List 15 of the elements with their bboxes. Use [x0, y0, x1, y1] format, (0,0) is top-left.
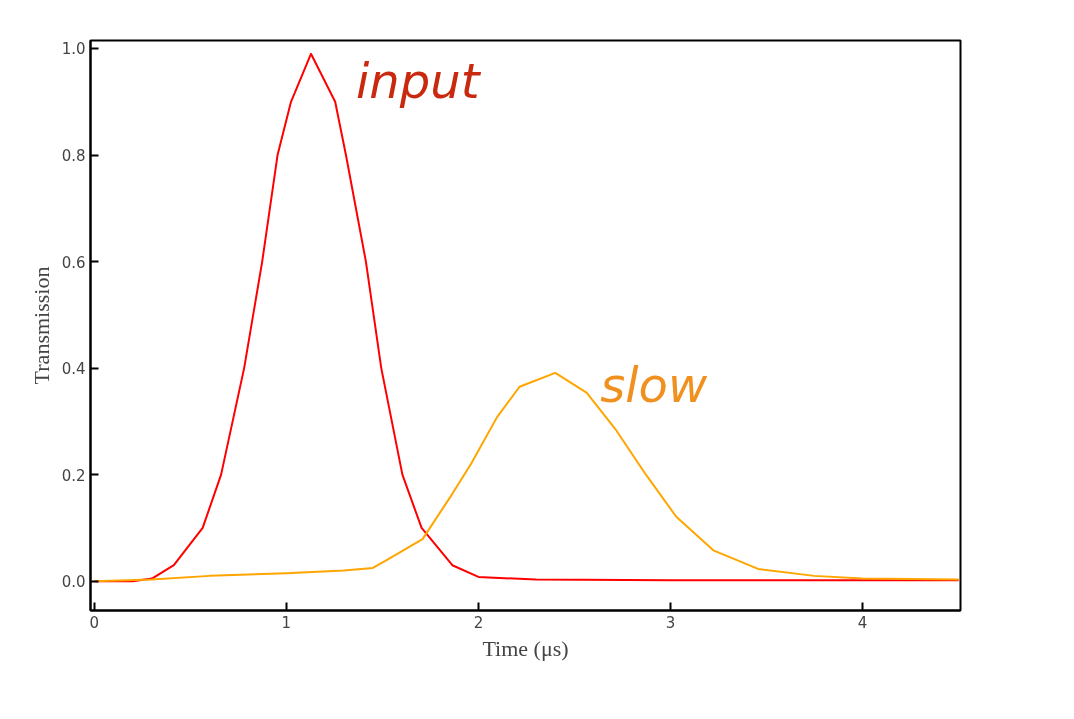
x-tick-label: 4: [857, 613, 868, 632]
x-tick-label: 0: [89, 613, 100, 632]
y-axis-title: Transmission: [28, 266, 54, 385]
series-label: slow: [600, 356, 708, 413]
y-tick-label: 0.0: [61, 573, 86, 592]
series-label: input: [355, 52, 482, 109]
y-tick-label: 1.0: [61, 40, 86, 59]
x-tick-label: 3: [665, 613, 676, 632]
x-axis-title: Time (μs): [482, 635, 569, 661]
y-tick-label: 0.6: [61, 253, 86, 272]
y-tick-label: 0.4: [61, 360, 86, 379]
x-tick-label: 2: [473, 613, 484, 632]
y-tick-label: 0.8: [61, 147, 86, 166]
x-tick-label: 1: [281, 613, 292, 632]
y-tick-label: 0.2: [61, 466, 86, 485]
